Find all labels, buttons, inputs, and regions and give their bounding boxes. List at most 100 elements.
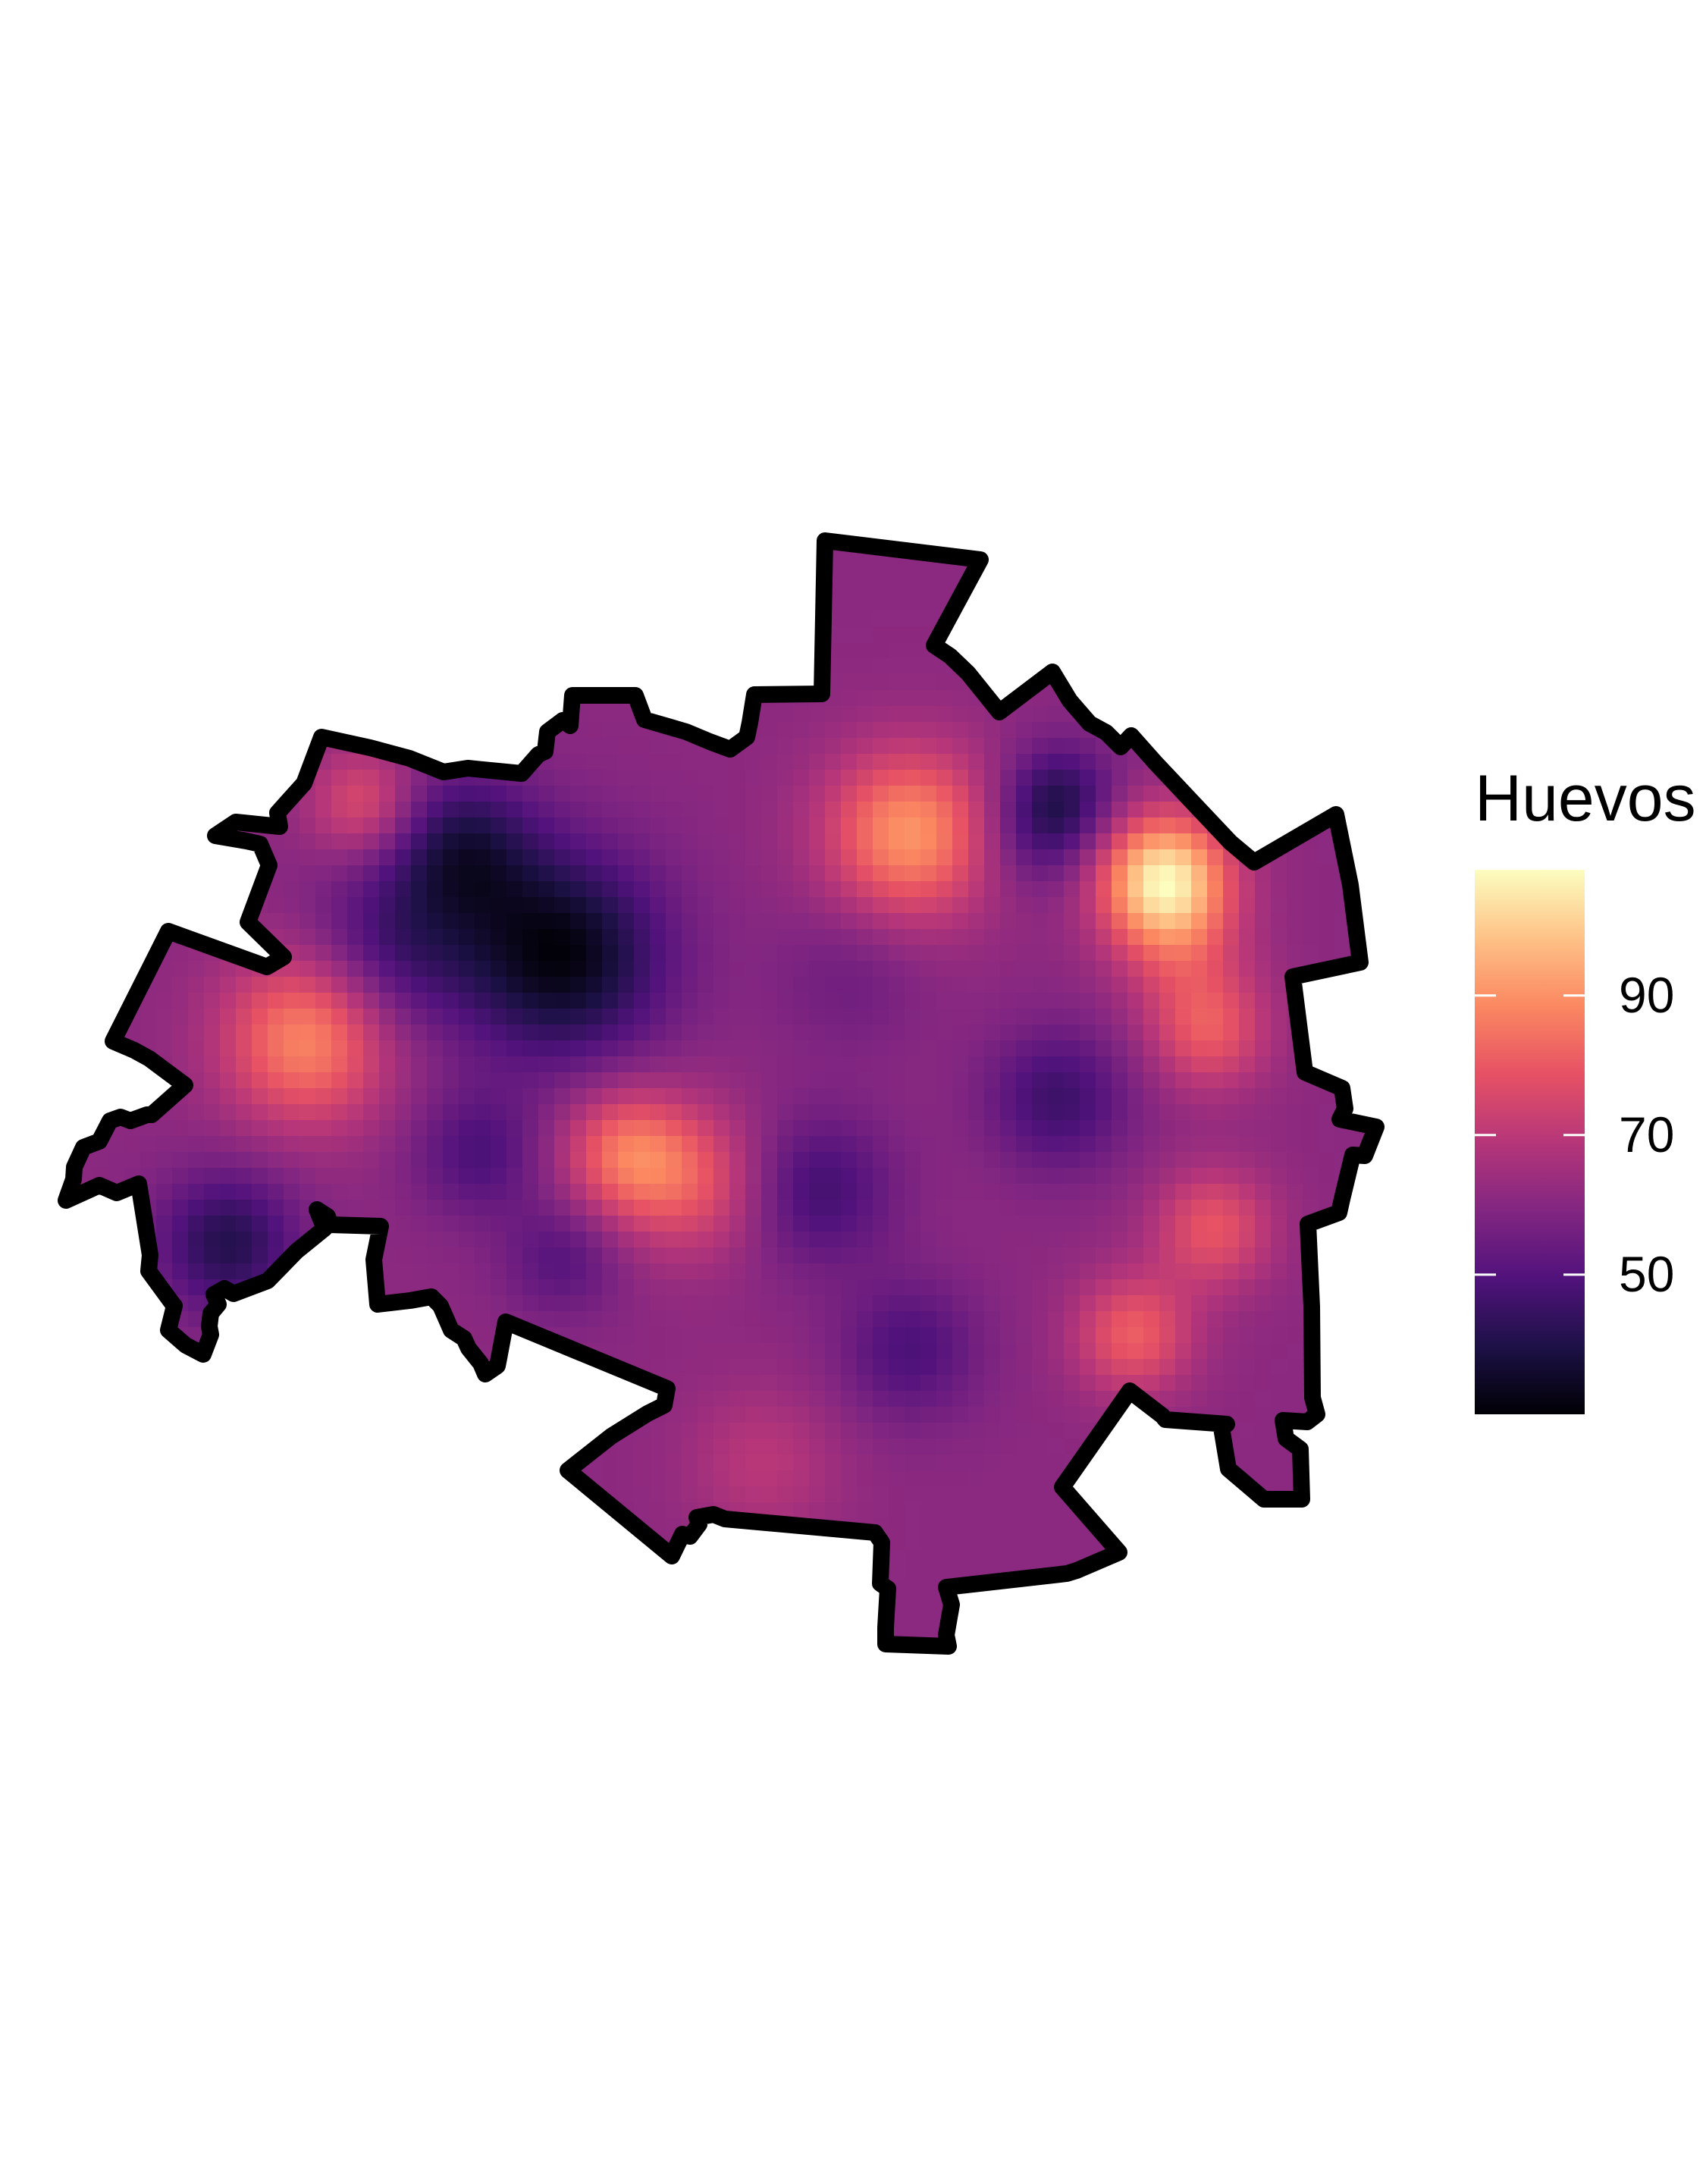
raster-cell bbox=[1159, 658, 1176, 675]
raster-cell bbox=[682, 1072, 698, 1089]
raster-cell bbox=[156, 817, 173, 834]
raster-cell bbox=[1350, 1375, 1367, 1392]
raster-cell bbox=[841, 642, 858, 659]
raster-cell bbox=[93, 897, 109, 914]
raster-cell bbox=[666, 993, 682, 1009]
raster-cell bbox=[1016, 1056, 1033, 1073]
raster-cell bbox=[793, 786, 810, 802]
raster-cell bbox=[475, 595, 491, 611]
raster-cell bbox=[1112, 1247, 1128, 1264]
raster-cell bbox=[682, 610, 698, 627]
raster-cell bbox=[841, 897, 858, 914]
raster-cell bbox=[379, 1470, 396, 1487]
raster-cell bbox=[1207, 1343, 1224, 1360]
raster-cell bbox=[698, 1056, 714, 1073]
raster-cell bbox=[379, 993, 396, 1009]
raster-cell bbox=[1239, 1072, 1256, 1089]
raster-cell bbox=[395, 1375, 412, 1392]
raster-cell bbox=[411, 690, 428, 707]
raster-cell bbox=[1334, 563, 1351, 579]
raster-cell bbox=[1350, 1279, 1367, 1296]
raster-cell bbox=[188, 1439, 205, 1455]
raster-cell bbox=[1112, 1104, 1128, 1121]
raster-cell bbox=[77, 1072, 93, 1089]
raster-cell bbox=[602, 1263, 619, 1280]
raster-cell bbox=[379, 658, 396, 675]
raster-cell bbox=[634, 1232, 651, 1248]
raster-cell bbox=[570, 541, 587, 548]
raster-cell bbox=[522, 1247, 539, 1264]
raster-cell bbox=[1000, 563, 1017, 579]
raster-cell bbox=[984, 1375, 1001, 1392]
raster-cell bbox=[1080, 1088, 1096, 1105]
raster-cell bbox=[570, 849, 587, 866]
raster-cell bbox=[745, 1263, 762, 1280]
raster-cell bbox=[634, 1040, 651, 1057]
raster-cell bbox=[857, 1439, 873, 1455]
raster-cell bbox=[1303, 706, 1319, 723]
raster-cell bbox=[1064, 1184, 1080, 1200]
raster-cell bbox=[1239, 579, 1256, 595]
raster-cell bbox=[93, 1439, 109, 1455]
raster-cell bbox=[873, 786, 889, 802]
raster-cell bbox=[857, 1056, 873, 1073]
raster-cell bbox=[1000, 1040, 1017, 1057]
raster-cell bbox=[172, 1104, 189, 1121]
raster-cell bbox=[857, 1088, 873, 1105]
raster-cell bbox=[220, 913, 237, 930]
raster-cell bbox=[1112, 1040, 1128, 1057]
raster-cell bbox=[634, 865, 651, 882]
raster-cell bbox=[268, 674, 284, 691]
raster-cell bbox=[713, 610, 730, 627]
raster-cell bbox=[379, 706, 396, 723]
raster-cell bbox=[1319, 1454, 1335, 1471]
raster-cell bbox=[1000, 1152, 1017, 1169]
raster-cell bbox=[459, 626, 475, 643]
raster-cell bbox=[618, 1247, 635, 1264]
raster-cell bbox=[1366, 1184, 1376, 1200]
raster-cell bbox=[315, 1009, 332, 1025]
raster-cell bbox=[1303, 1104, 1319, 1121]
raster-cell bbox=[459, 1375, 475, 1392]
raster-cell bbox=[1080, 658, 1096, 675]
raster-cell bbox=[1319, 595, 1335, 611]
raster-cell bbox=[602, 770, 619, 786]
raster-cell bbox=[299, 1088, 316, 1105]
raster-cell bbox=[331, 1359, 348, 1376]
raster-cell bbox=[66, 1040, 77, 1057]
raster-cell bbox=[634, 626, 651, 643]
raster-cell bbox=[347, 1072, 364, 1089]
raster-cell bbox=[1143, 1327, 1160, 1344]
raster-cell bbox=[968, 945, 985, 962]
raster-cell bbox=[475, 913, 491, 930]
raster-cell bbox=[1239, 1359, 1256, 1376]
raster-cell bbox=[1191, 1232, 1208, 1248]
raster-cell bbox=[522, 1454, 539, 1471]
raster-cell bbox=[299, 1391, 316, 1407]
raster-cell bbox=[952, 849, 969, 866]
raster-cell bbox=[443, 722, 459, 739]
raster-cell bbox=[1064, 881, 1080, 898]
raster-cell bbox=[299, 802, 316, 818]
raster-cell bbox=[1096, 1295, 1112, 1312]
raster-cell bbox=[1366, 1088, 1376, 1105]
raster-cell bbox=[936, 690, 953, 707]
raster-cell bbox=[1191, 1454, 1208, 1471]
raster-cell bbox=[395, 817, 412, 834]
raster-cell bbox=[1000, 754, 1017, 770]
raster-cell bbox=[682, 1295, 698, 1312]
raster-cell bbox=[825, 1072, 842, 1089]
raster-cell bbox=[538, 1247, 555, 1264]
raster-cell bbox=[475, 1104, 491, 1121]
raster-cell bbox=[427, 1200, 444, 1216]
raster-cell bbox=[857, 961, 873, 977]
raster-cell bbox=[538, 849, 555, 866]
raster-cell bbox=[252, 1327, 268, 1344]
raster-cell bbox=[108, 1311, 125, 1328]
raster-cell bbox=[1207, 706, 1224, 723]
raster-cell bbox=[475, 1216, 491, 1232]
raster-cell bbox=[1350, 690, 1367, 707]
raster-cell bbox=[1127, 595, 1144, 611]
raster-cell bbox=[315, 1072, 332, 1089]
raster-cell bbox=[1287, 722, 1303, 739]
